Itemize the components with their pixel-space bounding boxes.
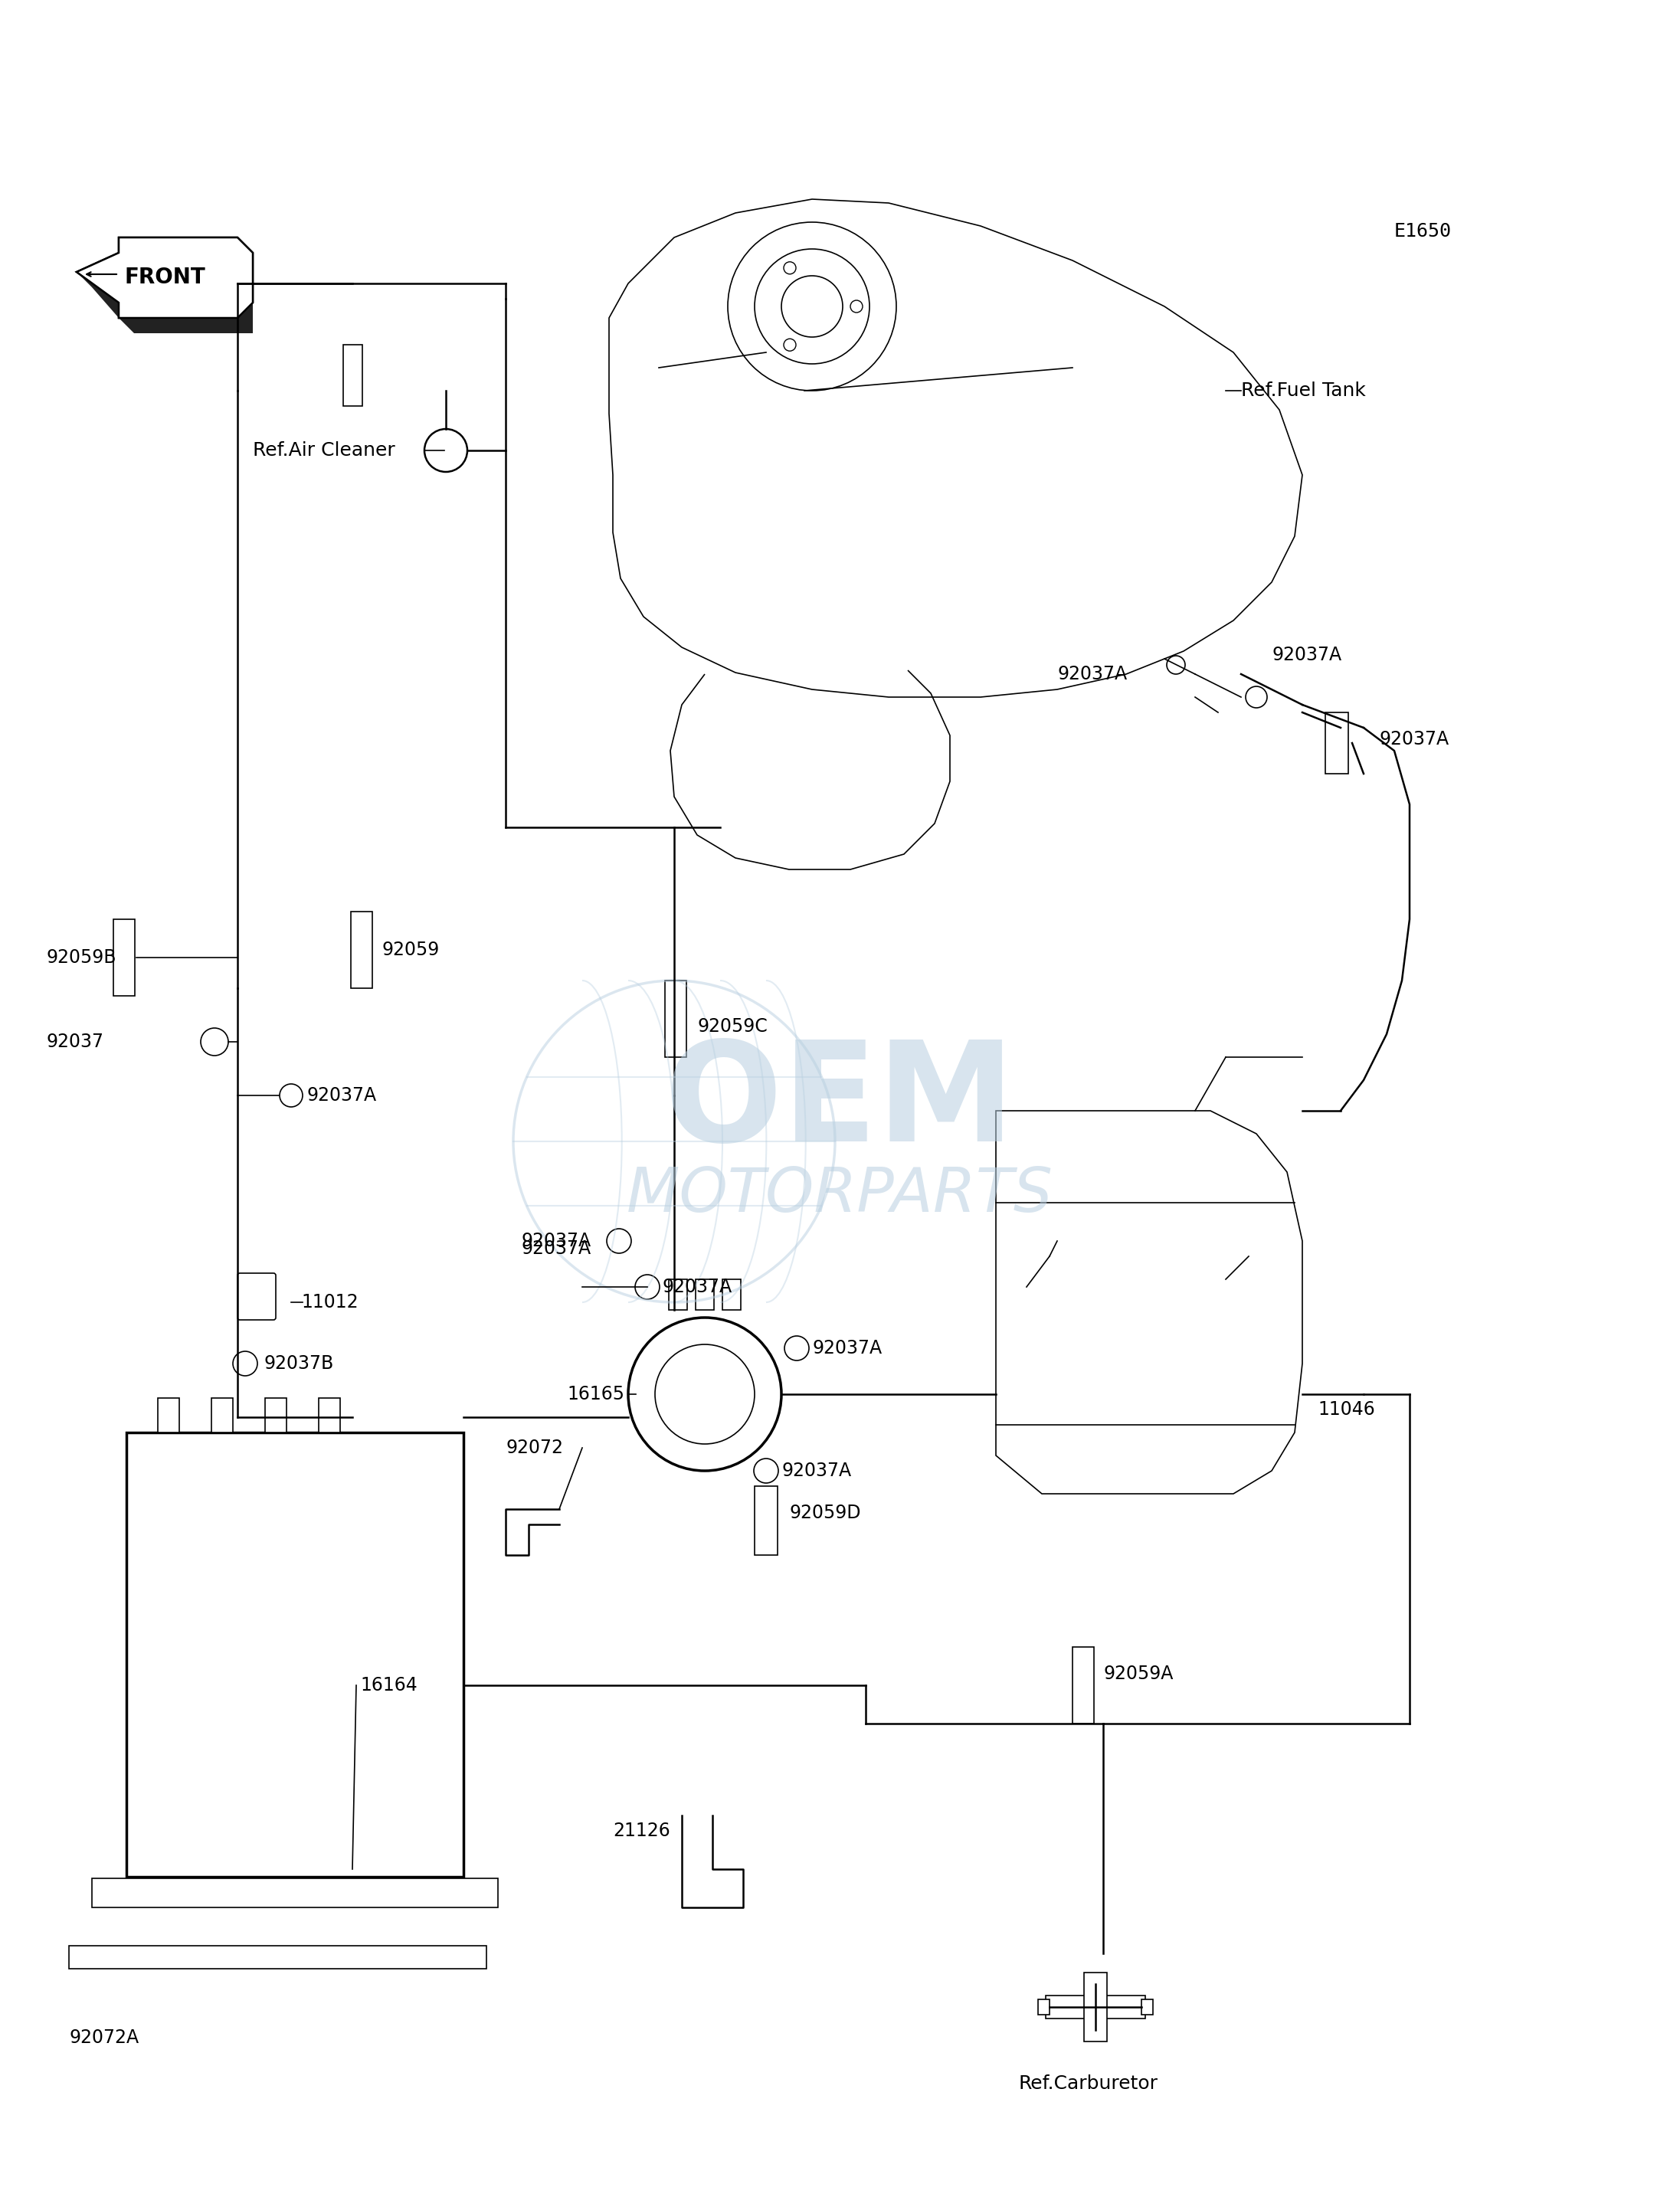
FancyBboxPatch shape xyxy=(212,1397,234,1432)
FancyBboxPatch shape xyxy=(126,1432,464,1876)
FancyBboxPatch shape xyxy=(1045,1995,1146,2019)
Text: 16164: 16164 xyxy=(360,1676,417,1694)
Text: 16165: 16165 xyxy=(566,1384,625,1404)
Text: 92037B: 92037B xyxy=(264,1353,334,1373)
Text: 92059D: 92059D xyxy=(790,1503,860,1523)
Text: 92037A: 92037A xyxy=(521,1239,591,1259)
Text: 92037A: 92037A xyxy=(1379,729,1448,749)
Text: 92037A: 92037A xyxy=(521,1233,591,1250)
FancyBboxPatch shape xyxy=(1326,712,1349,773)
FancyBboxPatch shape xyxy=(237,1272,276,1320)
FancyBboxPatch shape xyxy=(113,918,134,995)
Circle shape xyxy=(783,261,796,275)
Text: 92059A: 92059A xyxy=(1104,1665,1173,1683)
Text: 92037A: 92037A xyxy=(811,1338,882,1358)
FancyBboxPatch shape xyxy=(351,912,373,989)
Text: 92037A: 92037A xyxy=(781,1461,852,1481)
Text: E1650: E1650 xyxy=(1394,222,1452,239)
Circle shape xyxy=(783,338,796,352)
Text: 92059B: 92059B xyxy=(45,949,116,967)
Text: Ref.Fuel Tank: Ref.Fuel Tank xyxy=(1242,382,1366,400)
Text: 92037A: 92037A xyxy=(1057,666,1127,683)
Text: MOTORPARTS: MOTORPARTS xyxy=(627,1164,1053,1226)
FancyBboxPatch shape xyxy=(343,345,363,406)
Polygon shape xyxy=(77,272,119,319)
Polygon shape xyxy=(119,303,252,334)
Text: 92059: 92059 xyxy=(381,940,438,960)
FancyBboxPatch shape xyxy=(158,1397,180,1432)
Text: 11046: 11046 xyxy=(1317,1399,1374,1419)
FancyBboxPatch shape xyxy=(669,1279,687,1309)
FancyBboxPatch shape xyxy=(1084,1973,1107,2041)
Text: 92072: 92072 xyxy=(506,1439,563,1457)
Circle shape xyxy=(850,301,862,312)
FancyBboxPatch shape xyxy=(1072,1648,1094,1725)
Text: 92037A: 92037A xyxy=(306,1085,376,1105)
FancyBboxPatch shape xyxy=(265,1397,287,1432)
Text: 21126: 21126 xyxy=(613,1821,670,1841)
FancyBboxPatch shape xyxy=(319,1397,339,1432)
Text: 11012: 11012 xyxy=(301,1294,358,1312)
Text: Ref.Carburetor: Ref.Carburetor xyxy=(1018,2074,1158,2094)
FancyBboxPatch shape xyxy=(722,1279,741,1309)
FancyBboxPatch shape xyxy=(1141,1999,1152,2015)
Polygon shape xyxy=(77,237,252,319)
Circle shape xyxy=(628,1318,781,1470)
Text: 92037A: 92037A xyxy=(1272,646,1342,663)
FancyBboxPatch shape xyxy=(1038,1999,1050,2015)
FancyBboxPatch shape xyxy=(754,1485,778,1555)
FancyBboxPatch shape xyxy=(69,1947,487,1969)
Text: OEM: OEM xyxy=(665,1035,1015,1171)
FancyBboxPatch shape xyxy=(92,1878,497,1907)
Text: 92072A: 92072A xyxy=(69,2028,139,2048)
FancyBboxPatch shape xyxy=(696,1279,714,1309)
Text: FRONT: FRONT xyxy=(124,266,205,288)
Text: 92037: 92037 xyxy=(45,1033,104,1050)
Polygon shape xyxy=(77,237,252,319)
FancyBboxPatch shape xyxy=(665,980,687,1057)
Text: 92059C: 92059C xyxy=(697,1017,768,1035)
Text: 92037A: 92037A xyxy=(662,1279,732,1296)
Text: Ref.Air Cleaner: Ref.Air Cleaner xyxy=(252,442,395,459)
